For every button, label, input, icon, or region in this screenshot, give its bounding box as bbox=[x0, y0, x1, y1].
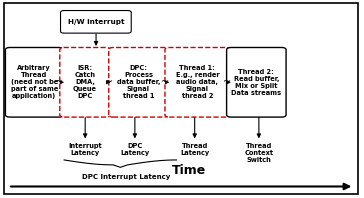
Text: Thread 2:
Read buffer,
Mix or Split
Data streams: Thread 2: Read buffer, Mix or Split Data… bbox=[231, 69, 281, 96]
Text: Thread 1:
E.g., render
audio data,
Signal
thread 2: Thread 1: E.g., render audio data, Signa… bbox=[175, 65, 219, 99]
Text: DPC:
Process
data buffer,
Signal
thread 1: DPC: Process data buffer, Signal thread … bbox=[117, 65, 160, 99]
Text: Time: Time bbox=[172, 164, 206, 177]
FancyBboxPatch shape bbox=[227, 48, 286, 117]
Text: DPC Interrupt Latency: DPC Interrupt Latency bbox=[82, 174, 171, 180]
FancyBboxPatch shape bbox=[109, 48, 168, 117]
FancyBboxPatch shape bbox=[60, 10, 131, 33]
Text: DPC
Latency: DPC Latency bbox=[120, 143, 150, 156]
FancyBboxPatch shape bbox=[165, 48, 230, 117]
Text: ISR:
Catch
DMA,
Queue
DPC: ISR: Catch DMA, Queue DPC bbox=[73, 65, 97, 99]
Text: ~: ~ bbox=[105, 77, 113, 87]
Text: H/W interrupt: H/W interrupt bbox=[68, 19, 124, 25]
Text: ~: ~ bbox=[55, 77, 63, 87]
Text: Thread
Latency: Thread Latency bbox=[180, 143, 209, 156]
Text: Interrupt
Latency: Interrupt Latency bbox=[68, 143, 102, 156]
Text: ~: ~ bbox=[222, 77, 231, 87]
Text: Thread
Context
Switch: Thread Context Switch bbox=[244, 143, 273, 163]
FancyBboxPatch shape bbox=[5, 48, 63, 117]
Text: ~: ~ bbox=[161, 77, 169, 87]
Text: Arbitrary
Thread
(need not be
part of same
application): Arbitrary Thread (need not be part of sa… bbox=[11, 65, 58, 99]
FancyBboxPatch shape bbox=[60, 48, 110, 117]
